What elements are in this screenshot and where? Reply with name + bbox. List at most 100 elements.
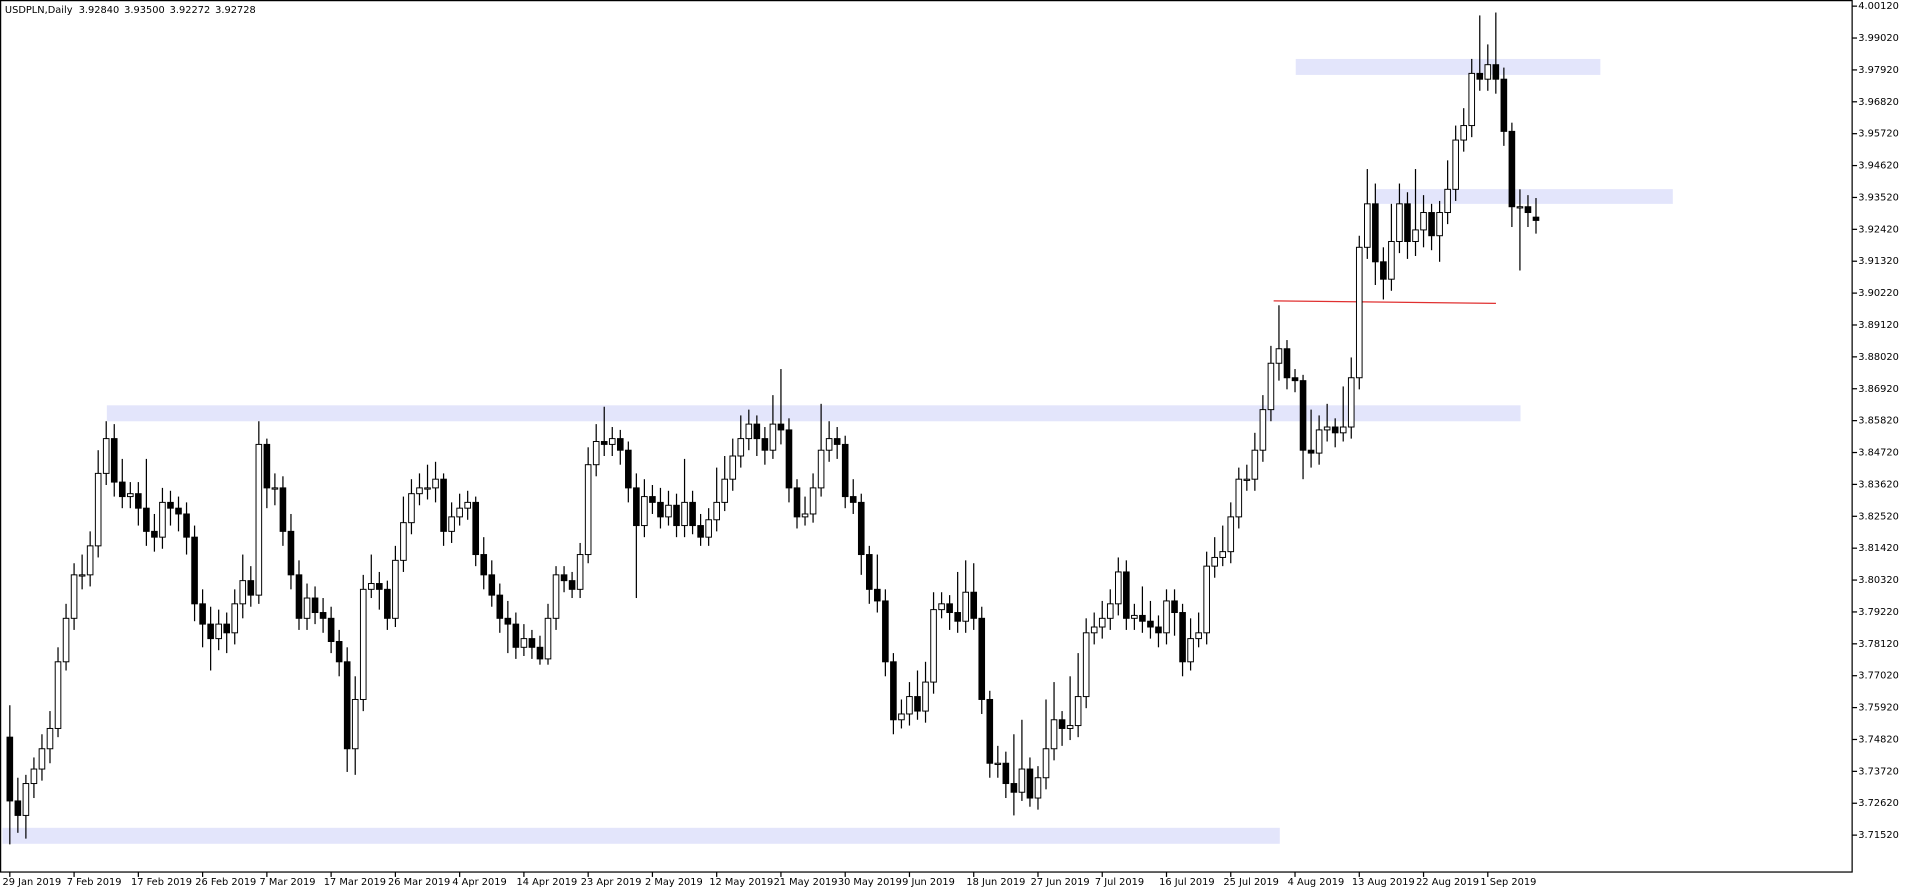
candle-body bbox=[1179, 612, 1186, 663]
y-tick-label: 3.95720 bbox=[1858, 129, 1899, 140]
candle-body bbox=[303, 597, 311, 619]
candle-body bbox=[255, 443, 263, 596]
candle-body bbox=[223, 623, 231, 634]
candle-body bbox=[54, 661, 62, 729]
x-tick-label: 14 Apr 2019 bbox=[517, 877, 578, 888]
candle-body bbox=[376, 583, 383, 590]
candle-body bbox=[1388, 241, 1395, 280]
y-tick-label: 3.92420 bbox=[1858, 224, 1899, 235]
candle-body bbox=[327, 617, 335, 642]
x-tick-label: 21 May 2019 bbox=[774, 877, 838, 888]
y-tick-label: 3.74820 bbox=[1858, 734, 1899, 745]
x-tick-label: 4 Apr 2019 bbox=[452, 877, 506, 888]
y-tick-label: 3.97920 bbox=[1858, 65, 1899, 76]
candle-body bbox=[319, 612, 327, 619]
y-tick-label: 3.80320 bbox=[1858, 575, 1899, 586]
candle-body bbox=[737, 438, 745, 457]
candle-body bbox=[30, 768, 38, 785]
y-tick-label: 3.91320 bbox=[1858, 256, 1899, 267]
candle-body bbox=[311, 597, 319, 614]
candle-body bbox=[584, 464, 592, 556]
candle-body bbox=[1372, 203, 1379, 263]
candle-body bbox=[1500, 78, 1508, 132]
candle-body bbox=[616, 438, 624, 451]
candle-body bbox=[906, 696, 913, 715]
candle-body bbox=[753, 423, 761, 440]
candle-body bbox=[215, 623, 222, 640]
candle-body bbox=[38, 748, 46, 770]
candle-body bbox=[392, 559, 399, 619]
candle-body bbox=[649, 496, 656, 503]
candle-body bbox=[681, 501, 688, 527]
candle-body bbox=[1050, 719, 1058, 750]
candle-body bbox=[1034, 777, 1042, 799]
candle-body bbox=[1299, 380, 1307, 451]
candle-body bbox=[231, 603, 239, 634]
x-tick-label: 30 May 2019 bbox=[838, 877, 902, 888]
zone bbox=[106, 405, 1521, 422]
candle-body bbox=[1058, 719, 1066, 729]
header-value: 3.93500 bbox=[124, 5, 165, 16]
level-line bbox=[1273, 300, 1496, 304]
y-tick-label: 3.93520 bbox=[1858, 192, 1899, 203]
candle-body bbox=[833, 438, 841, 445]
x-tick-label: 7 Mar 2019 bbox=[259, 877, 315, 888]
candle-body bbox=[1139, 614, 1146, 622]
candle-body bbox=[271, 487, 279, 490]
candle-body bbox=[480, 554, 488, 576]
candle-body bbox=[1315, 429, 1323, 454]
x-tick-label: 12 May 2019 bbox=[709, 877, 773, 888]
candle-body bbox=[1123, 571, 1130, 619]
candle-body bbox=[1267, 362, 1275, 411]
y-tick-label: 3.81420 bbox=[1858, 543, 1899, 554]
y-tick-label: 4.00120 bbox=[1858, 1, 1899, 12]
candle-body bbox=[263, 443, 271, 489]
candle-body bbox=[1307, 449, 1315, 454]
y-tick-label: 3.85820 bbox=[1858, 416, 1899, 427]
candle-body bbox=[159, 501, 166, 538]
candle-body bbox=[432, 478, 439, 489]
candle-body bbox=[1476, 72, 1484, 80]
x-tick-label: 17 Mar 2019 bbox=[324, 877, 386, 888]
candle-body bbox=[1396, 203, 1403, 243]
candle-body bbox=[1211, 556, 1218, 567]
y-tick-label: 3.88020 bbox=[1858, 352, 1899, 363]
candle-body bbox=[946, 603, 953, 614]
candle-body bbox=[151, 530, 158, 538]
x-tick-label: 2 May 2019 bbox=[645, 877, 703, 888]
candle-body bbox=[713, 501, 720, 521]
candle-body bbox=[729, 455, 737, 480]
candle-body bbox=[962, 591, 969, 622]
candle-body bbox=[1412, 229, 1419, 243]
candle-body bbox=[6, 736, 14, 802]
candle-body bbox=[576, 554, 584, 590]
x-tick-label: 27 Jun 2019 bbox=[1031, 877, 1090, 888]
candle-body bbox=[1532, 216, 1540, 221]
candle-body bbox=[954, 612, 961, 622]
candle-body bbox=[890, 661, 897, 721]
candle-body bbox=[70, 574, 78, 619]
candle-body bbox=[849, 496, 857, 503]
header-value: 3.92272 bbox=[170, 5, 211, 16]
x-tick-label: 22 Aug 2019 bbox=[1416, 877, 1479, 888]
candle-body bbox=[1331, 426, 1339, 434]
plot-frame bbox=[0, 0, 1853, 873]
candle-body bbox=[1508, 130, 1516, 208]
candle-body bbox=[135, 493, 142, 509]
candle-body bbox=[295, 574, 303, 619]
candle-body bbox=[351, 698, 359, 750]
candle-body bbox=[600, 441, 608, 445]
candle-body bbox=[801, 513, 809, 518]
candle-body bbox=[1468, 72, 1476, 127]
candle-body bbox=[857, 501, 865, 556]
candle-body bbox=[110, 438, 118, 483]
x-tick-label: 26 Feb 2019 bbox=[195, 877, 256, 888]
x-tick-label: 16 Jul 2019 bbox=[1159, 877, 1215, 888]
candle-body bbox=[865, 554, 873, 590]
candle-body bbox=[841, 443, 849, 498]
x-tick-label: 13 Aug 2019 bbox=[1352, 877, 1415, 888]
candle-body bbox=[641, 496, 648, 527]
y-tick-label: 3.96820 bbox=[1858, 97, 1899, 108]
